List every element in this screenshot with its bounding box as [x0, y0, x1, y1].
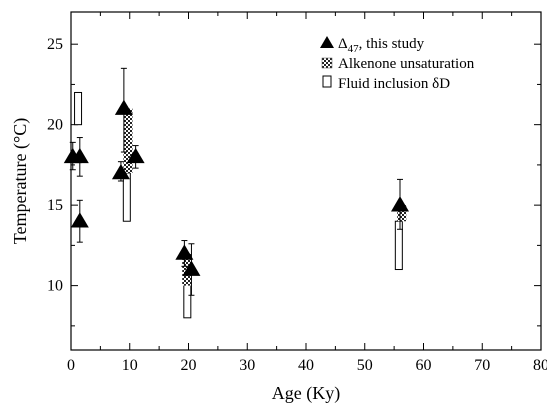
y-tick-label: 25 [47, 36, 63, 53]
x-axis-title: Age (Ky) [272, 383, 340, 404]
x-tick-label: 40 [298, 357, 314, 374]
x-tick-label: 10 [122, 357, 138, 374]
x-tick-label: 70 [474, 357, 490, 374]
axis-ticks [70, 12, 542, 350]
x-tick-label: 50 [357, 357, 373, 374]
legend-delta47-label: Δ47, this study [338, 36, 425, 55]
legend-checker-icon [321, 57, 333, 69]
legend-fluid-inclusion-label: Fluid inclusion δD [338, 76, 450, 92]
x-tick-label: 60 [416, 357, 432, 374]
fluid-inclusion-bar [122, 172, 131, 222]
alkenone-bar [397, 205, 407, 222]
x-tick-label: 80 [533, 357, 547, 374]
x-tick-labels: 0 10 20 30 40 50 60 70 80 [67, 357, 547, 374]
delta47-series [63, 67, 409, 296]
y-tick-label: 20 [47, 117, 63, 134]
delta47-point [111, 163, 130, 180]
x-tick-label: 30 [239, 357, 255, 374]
x-tick-label: 0 [67, 357, 75, 374]
delta47-point [70, 147, 89, 164]
x-tick-label: 20 [181, 357, 197, 374]
alkenone-bar [123, 108, 133, 173]
legend: Δ47, this study Alkenone unsaturation Fl… [320, 36, 475, 92]
delta47-point [391, 196, 409, 212]
y-tick-label: 10 [47, 278, 63, 295]
y-axis-title: Temperature (°C) [10, 118, 31, 244]
y-tick-label: 15 [47, 197, 63, 214]
alkenone-series [123, 108, 407, 286]
fluid-inclusion-bar [74, 91, 83, 126]
delta47-point [175, 244, 194, 260]
legend-triangle-icon [320, 36, 334, 48]
delta47-point [70, 212, 89, 228]
legend-alkenone-label: Alkenone unsaturation [338, 56, 475, 72]
delta47-point [182, 260, 201, 276]
delta47-point [114, 99, 133, 115]
legend-open-bar-icon [322, 75, 332, 88]
y-tick-labels: 10 15 20 25 [47, 36, 63, 294]
delta47-point [126, 147, 145, 164]
fluid-inclusion-bar [394, 220, 403, 271]
